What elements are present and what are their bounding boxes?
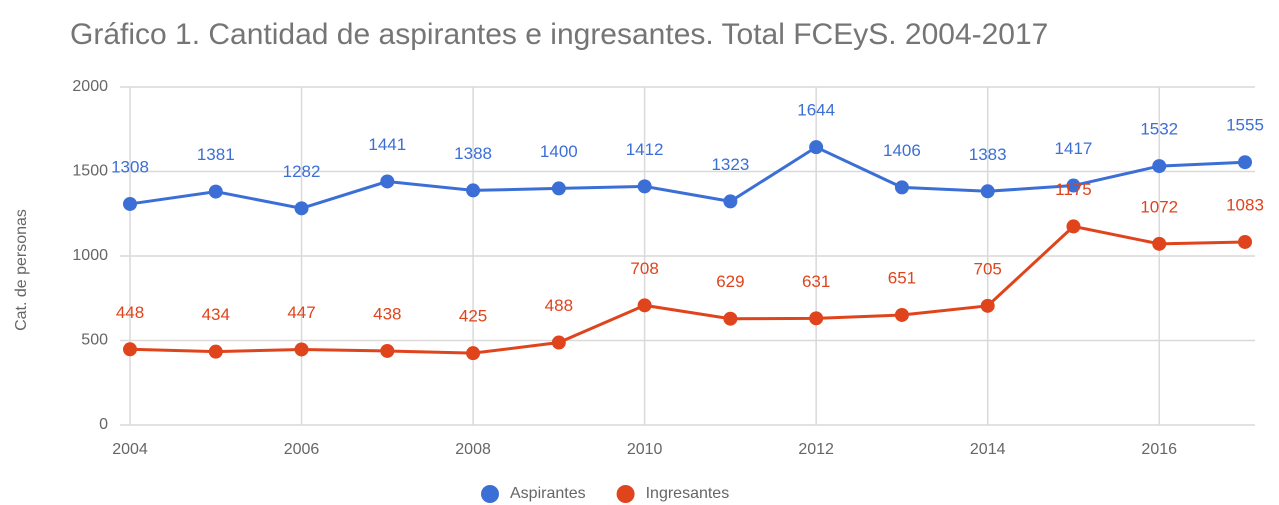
x-tick-label: 2008: [455, 441, 491, 458]
legend-label: Aspirantes: [510, 485, 586, 502]
x-tick-label: 2016: [1141, 441, 1177, 458]
data-point: [123, 342, 137, 357]
x-tick-label: 2014: [970, 441, 1006, 458]
data-label: 651: [888, 268, 916, 287]
data-label: 1412: [626, 140, 664, 159]
data-label: 1417: [1055, 139, 1093, 158]
y-tick-label: 1000: [72, 247, 108, 264]
data-point: [723, 311, 738, 326]
data-point: [1238, 234, 1252, 249]
x-tick-label: 2004: [112, 441, 148, 458]
data-point: [1066, 178, 1081, 193]
data-label: 1644: [797, 101, 835, 120]
data-label: 438: [373, 304, 401, 323]
data-point: [1066, 219, 1081, 234]
data-label: 488: [545, 296, 573, 315]
data-point: [723, 194, 738, 209]
data-label: 1282: [283, 162, 321, 181]
data-point: [551, 335, 566, 350]
data-point: [208, 184, 223, 199]
legend-marker: [481, 485, 499, 503]
x-tick-label: 2012: [798, 441, 834, 458]
data-label: 705: [974, 259, 1002, 278]
y-tick-label: 2000: [72, 78, 108, 95]
data-label: 1308: [111, 157, 149, 176]
data-label: 631: [802, 272, 830, 291]
data-label: 708: [630, 259, 658, 278]
x-tick-label: 2010: [627, 441, 663, 458]
data-point: [466, 183, 481, 198]
y-tick-label: 1500: [72, 163, 108, 180]
data-point: [637, 298, 652, 313]
y-tick-label: 500: [81, 332, 108, 349]
data-point: [1152, 159, 1167, 174]
data-point: [294, 342, 309, 357]
legend-marker: [616, 485, 635, 503]
data-label: 1383: [969, 145, 1007, 164]
data-label: 1532: [1140, 120, 1178, 139]
data-point: [809, 140, 824, 155]
data-point: [466, 346, 481, 361]
data-label: 1175: [1055, 180, 1092, 199]
series-line: [129, 145, 1246, 210]
data-label: 1555: [1226, 116, 1264, 135]
data-label: 434: [202, 305, 230, 324]
data-label: 1441: [368, 135, 406, 154]
data-label: 1400: [540, 142, 578, 161]
legend-label: Ingresantes: [646, 485, 730, 502]
data-point: [980, 298, 995, 313]
data-label: 1381: [197, 145, 235, 164]
data-label: 1323: [711, 155, 749, 174]
series-line: [129, 224, 1246, 355]
data-label: 1083: [1226, 195, 1264, 214]
data-label: 448: [116, 303, 144, 322]
data-label: 447: [287, 303, 315, 322]
data-point: [980, 184, 995, 199]
data-point: [1238, 155, 1252, 170]
data-point: [1152, 236, 1167, 251]
data-point: [208, 344, 223, 359]
data-point: [894, 180, 909, 195]
data-point: [380, 174, 395, 189]
y-axis-label: Cat. de personas: [13, 209, 30, 331]
data-point: [551, 181, 566, 196]
data-label: 1406: [883, 141, 921, 160]
y-tick-label: 0: [99, 416, 108, 433]
chart-title: Gráfico 1. Cantidad de aspirantes e ingr…: [70, 18, 1048, 51]
data-point: [894, 307, 909, 322]
data-point: [809, 311, 824, 326]
data-label: 1072: [1140, 197, 1178, 216]
data-point: [294, 201, 309, 216]
data-label: 1388: [454, 144, 492, 163]
data-label: 425: [459, 307, 487, 326]
data-label: 629: [716, 272, 744, 291]
data-point: [380, 343, 395, 358]
data-point: [123, 196, 137, 211]
x-tick-label: 2006: [284, 441, 320, 458]
data-point: [637, 179, 652, 194]
